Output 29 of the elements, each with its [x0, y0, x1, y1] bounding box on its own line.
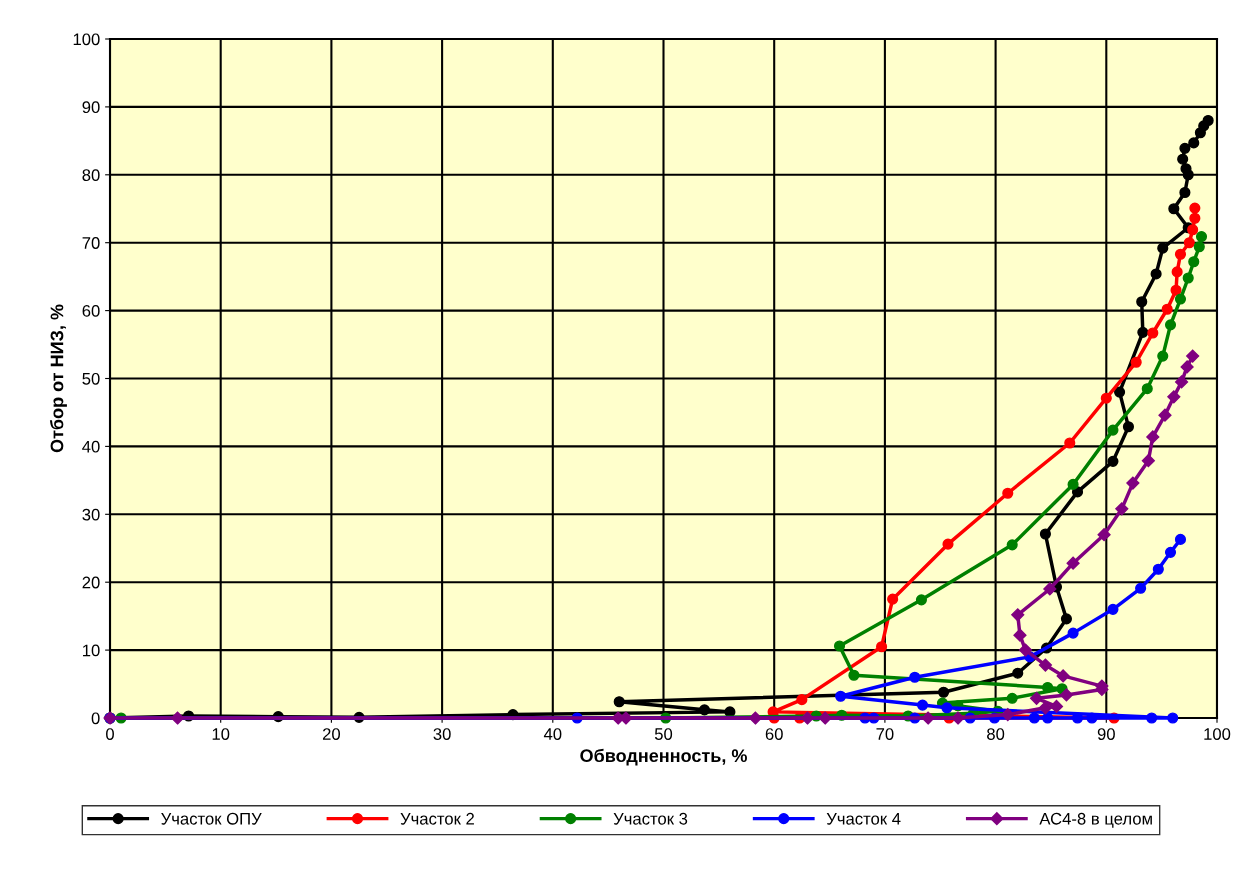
x-tick-label: 50 — [654, 728, 673, 740]
y-tick-label: 0 — [91, 712, 100, 725]
x-tick-label: 30 — [433, 728, 451, 740]
x-tick-label: 10 — [212, 728, 230, 740]
x-tick-label: 0 — [106, 728, 114, 740]
y-tick-label: 30 — [82, 508, 100, 521]
y-tick-label: 60 — [82, 305, 100, 317]
y-tick-label: 40 — [82, 440, 100, 453]
legend-label: АС4-8 в целом — [1039, 812, 1152, 828]
x-tick-label: 100 — [1204, 728, 1231, 740]
x-tick-label: 40 — [543, 728, 562, 740]
y-tick-label: 50 — [82, 372, 100, 385]
x-tick-label: 60 — [765, 728, 783, 740]
legend-label: Участок 3 — [613, 812, 688, 825]
y-tick-label: 70 — [82, 237, 100, 249]
x-tick-label: 80 — [987, 728, 1005, 740]
y-tick-label: 90 — [82, 101, 100, 114]
y-tick-label: 10 — [83, 644, 100, 657]
legend-label: Участок ОПУ — [161, 812, 262, 825]
x-axis-title: Обводненность, % — [580, 748, 747, 766]
y-tick-label: 100 — [73, 33, 100, 46]
legend-label: Участок 2 — [400, 812, 474, 825]
y-axis-title: Отбор от НИЗ, % — [49, 304, 67, 453]
y-tick-label: 20 — [82, 576, 100, 589]
x-tick-label: 90 — [1097, 728, 1115, 740]
x-tick-label: 70 — [876, 728, 894, 740]
x-tick-label: 20 — [322, 728, 341, 740]
legend-label: Участок 4 — [826, 813, 901, 825]
y-tick-label: 80 — [82, 169, 100, 181]
